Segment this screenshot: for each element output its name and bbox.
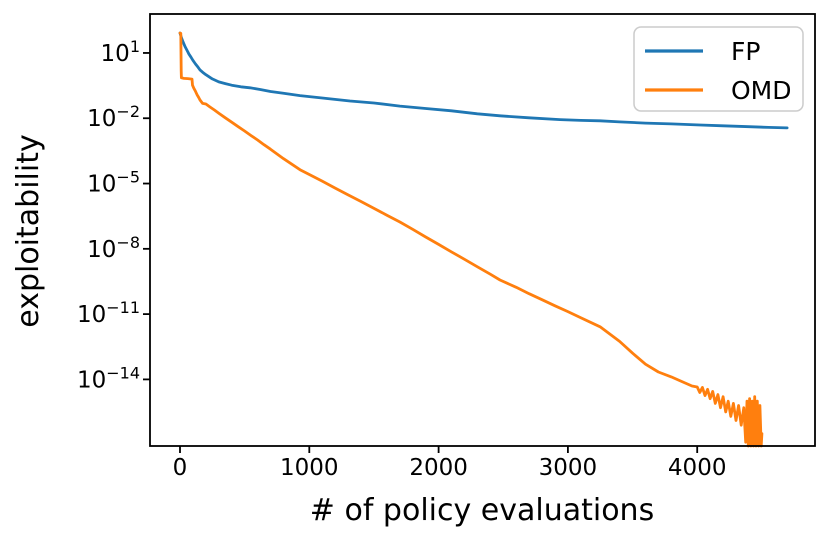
y-tick-label: 10−11 xyxy=(77,298,140,328)
x-tick-label: 3000 xyxy=(539,455,598,481)
y-tick-label: 10−14 xyxy=(77,363,140,393)
y-tick-label: 101 xyxy=(101,37,140,67)
series-line-omd xyxy=(178,31,764,448)
x-tick-label: 2000 xyxy=(409,455,468,481)
series-line-fp xyxy=(178,31,789,130)
legend: FP OMD xyxy=(633,26,804,112)
legend-label-omd: OMD xyxy=(731,76,792,105)
plot-spines xyxy=(149,13,816,447)
y-axis-label: exploitability xyxy=(11,134,46,327)
x-tick-label: 0 xyxy=(173,455,188,481)
x-tick-label: 4000 xyxy=(668,455,727,481)
x-axis-label: # of policy evaluations xyxy=(310,493,654,528)
axes: 0 1000 2000 3000 4000 101 10−2 10−5 10−8 10−11 10−… xyxy=(77,13,816,481)
y-tick-label: 10−5 xyxy=(87,168,140,198)
x-tick-label: 1000 xyxy=(280,455,339,481)
data-curves xyxy=(178,31,789,448)
y-tick-label: 10−8 xyxy=(87,233,140,263)
legend-label-fp: FP xyxy=(731,37,760,66)
y-tick-label: 10−2 xyxy=(87,102,140,132)
